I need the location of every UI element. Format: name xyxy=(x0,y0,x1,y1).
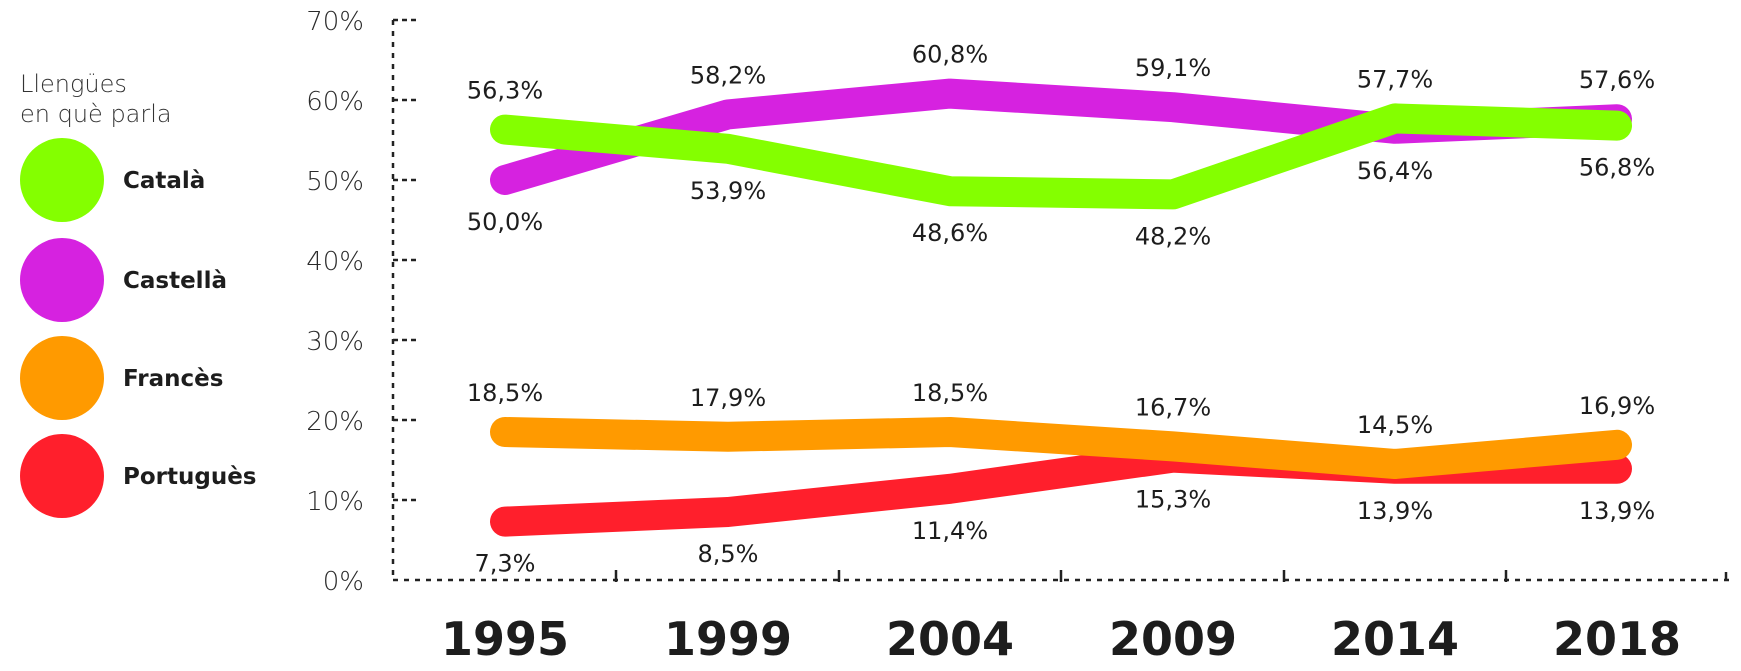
series-line-francès xyxy=(490,417,1632,479)
data-label: 48,2% xyxy=(1135,222,1211,250)
data-label: 53,9% xyxy=(690,177,766,205)
y-tick-label: 50% xyxy=(306,167,364,197)
y-tick-label: 20% xyxy=(306,407,364,437)
series-line-català xyxy=(490,103,1632,210)
data-label: 16,9% xyxy=(1579,392,1655,420)
data-label: 56,8% xyxy=(1579,154,1655,182)
x-tick-label: 2018 xyxy=(1553,612,1681,666)
legend-swatch-català xyxy=(20,138,104,222)
legend-label-francès: Francès xyxy=(123,366,223,392)
data-label: 15,3% xyxy=(1135,486,1211,514)
legend-swatch-castellà xyxy=(20,238,104,322)
legend: Llengües en què parla Català Castellà Fran… xyxy=(20,70,257,518)
legend-swatch-francès xyxy=(20,336,104,420)
data-label: 58,2% xyxy=(690,61,766,89)
legend-label-català: Català xyxy=(123,168,205,194)
x-tick-label: 2014 xyxy=(1331,612,1459,666)
axes: 0% 10% 20% 30% 40% 50% 60% 70% 1995 1999 2004 2009 2… xyxy=(306,7,1732,666)
data-label: 11,4% xyxy=(912,517,988,545)
data-label: 59,1% xyxy=(1135,54,1211,82)
data-label: 57,7% xyxy=(1357,65,1433,93)
data-label: 60,8% xyxy=(912,41,988,69)
data-labels-layer: 56,3% 53,9% 48,6% 48,2% 57,7% 56,8% 50,0% 58,2%… xyxy=(467,41,1655,578)
y-tick-label: 70% xyxy=(306,7,364,37)
x-tick-label: 2009 xyxy=(1109,612,1237,666)
data-label: 56,3% xyxy=(467,77,543,105)
y-tick-label: 0% xyxy=(323,567,364,597)
data-label: 56,4% xyxy=(1357,157,1433,185)
y-tick-label: 10% xyxy=(306,487,364,517)
data-label: 13,9% xyxy=(1579,497,1655,525)
y-tick-label: 30% xyxy=(306,327,364,357)
y-tick-label: 60% xyxy=(306,87,364,117)
series-layer xyxy=(490,78,1632,537)
legend-title-line-1: Llengües xyxy=(20,70,127,98)
x-tick-label: 2004 xyxy=(886,612,1014,666)
legend-title-line-2: en què parla xyxy=(20,100,172,128)
data-label: 8,5% xyxy=(698,540,759,568)
y-tick-label: 40% xyxy=(306,247,364,277)
data-label: 17,9% xyxy=(690,384,766,412)
legend-swatch-portuguès xyxy=(20,434,104,518)
x-tick-label: 1995 xyxy=(441,612,569,666)
data-label: 16,7% xyxy=(1135,393,1211,421)
data-label: 57,6% xyxy=(1579,66,1655,94)
data-label: 48,6% xyxy=(912,219,988,247)
data-label: 14,5% xyxy=(1357,411,1433,439)
data-label: 50,0% xyxy=(467,208,543,236)
x-tick-label: 1999 xyxy=(664,612,792,666)
legend-label-portuguès: Portuguès xyxy=(123,464,257,490)
data-label: 7,3% xyxy=(475,550,536,578)
data-label: 18,5% xyxy=(467,379,543,407)
legend-label-castellà: Castellà xyxy=(123,268,227,294)
data-label: 13,9% xyxy=(1357,497,1433,525)
data-label: 18,5% xyxy=(912,379,988,407)
